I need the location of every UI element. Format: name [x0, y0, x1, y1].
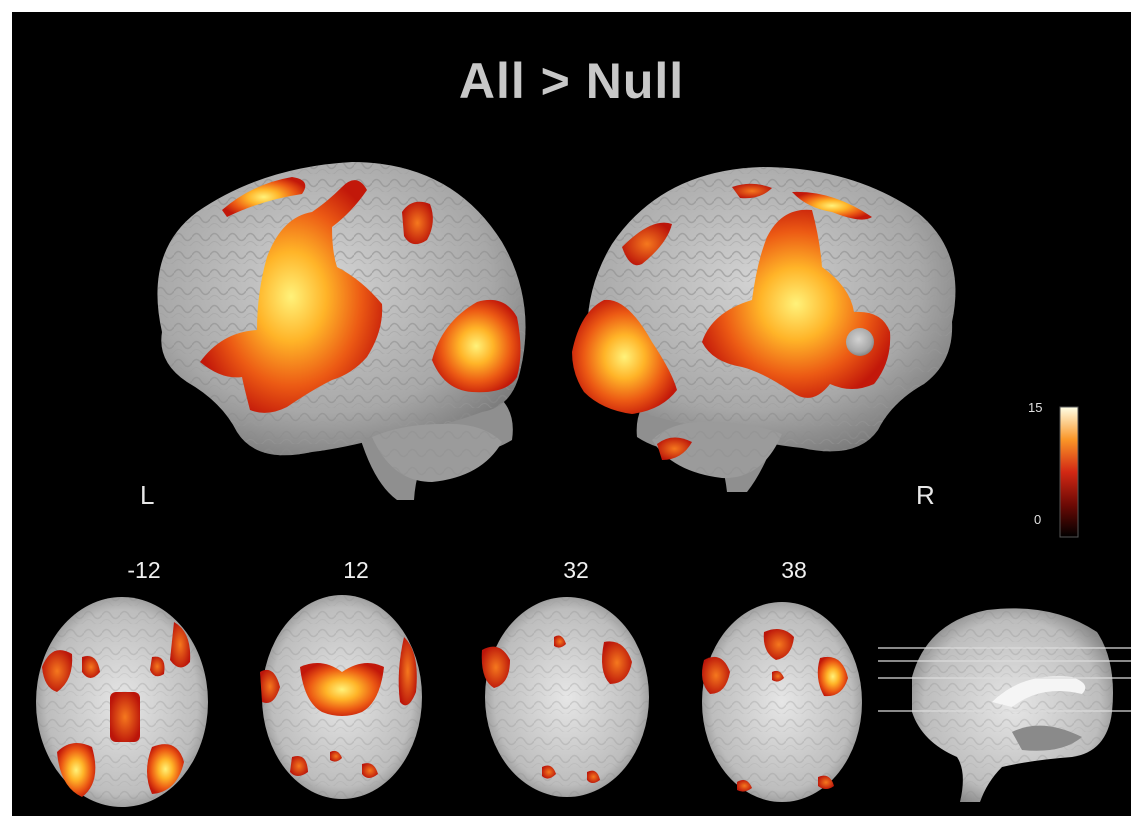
- axial-slice-3: [481, 597, 649, 797]
- slice-label-1: -12: [127, 557, 161, 583]
- colorbar: [1059, 406, 1079, 538]
- axial-slice-1: [36, 597, 208, 807]
- colorbar-min-label: 0: [1034, 512, 1042, 527]
- right-hemisphere-render: [572, 167, 956, 492]
- left-hemisphere-label: L: [140, 480, 155, 510]
- axial-slice-4: [702, 602, 862, 802]
- brain-illustration: [36, 162, 1131, 807]
- colorbar-max-label: 15: [1028, 400, 1043, 415]
- slice-label-4: 38: [781, 557, 807, 583]
- figure-title: All > Null: [458, 53, 685, 109]
- figure-panel: All > Null: [12, 12, 1131, 816]
- right-hemisphere-label: R: [916, 480, 935, 510]
- sagittal-slice: [878, 608, 1131, 802]
- axial-slice-2: [260, 595, 422, 799]
- slice-label-3: 32: [563, 557, 589, 583]
- left-hemisphere-render: [157, 162, 526, 500]
- slice-label-2: 12: [343, 557, 369, 583]
